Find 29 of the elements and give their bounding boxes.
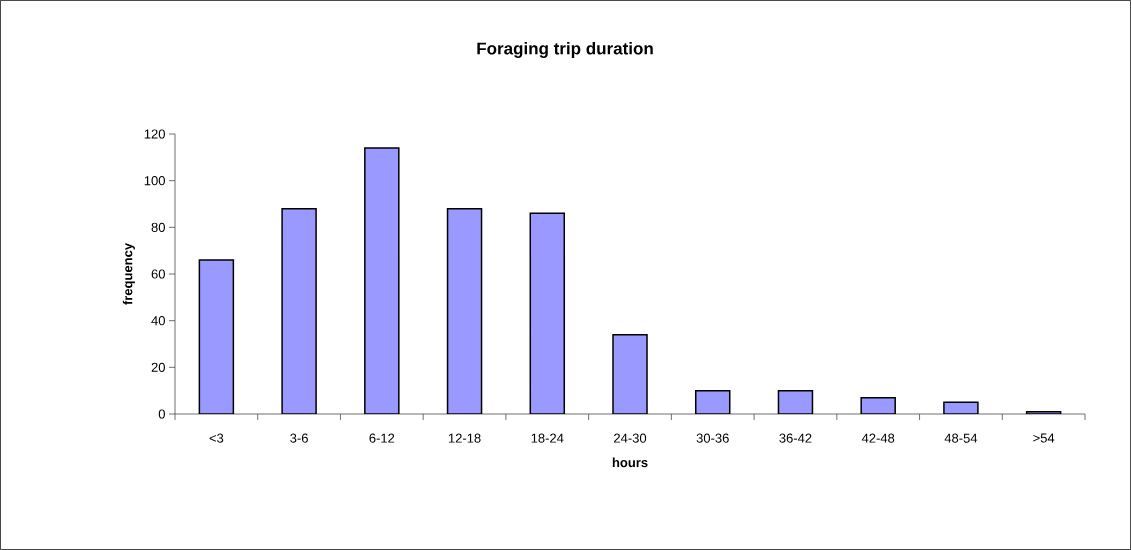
bar [198, 259, 235, 414]
bar [777, 389, 814, 414]
y-tick-label: 0 [158, 409, 165, 419]
x-tick-label: 3-6 [290, 433, 308, 443]
y-tick-label: 120 [144, 129, 165, 139]
x-axis-title: hours [612, 457, 648, 468]
y-axis-title: frequency [122, 243, 135, 305]
bar [694, 389, 731, 414]
x-tick-label: >54 [1033, 433, 1055, 443]
x-tick-label: 48-54 [944, 433, 978, 443]
x-tick-label: 6-12 [369, 433, 395, 443]
x-tick-label: 24-30 [614, 433, 647, 443]
bar [281, 207, 317, 414]
y-tick-label: 40 [151, 316, 165, 326]
bar [529, 212, 566, 414]
x-tick-label: 18-24 [531, 433, 564, 443]
x-tick-label: <3 [209, 433, 224, 443]
x-tick-label: 12-18 [448, 433, 481, 443]
bar [364, 147, 400, 414]
bar [612, 333, 648, 414]
bar [446, 207, 483, 414]
chart-title: Foraging trip duration [477, 42, 653, 58]
y-tick-label: 60 [151, 269, 165, 279]
x-tick-label: 30-36 [696, 433, 729, 443]
x-tick-label: 42-48 [861, 433, 895, 443]
y-tick-label: 20 [151, 362, 165, 372]
y-tick-label: 100 [144, 176, 165, 186]
y-tick-label: 80 [151, 222, 165, 232]
x-tick-label: 36-42 [779, 433, 812, 443]
